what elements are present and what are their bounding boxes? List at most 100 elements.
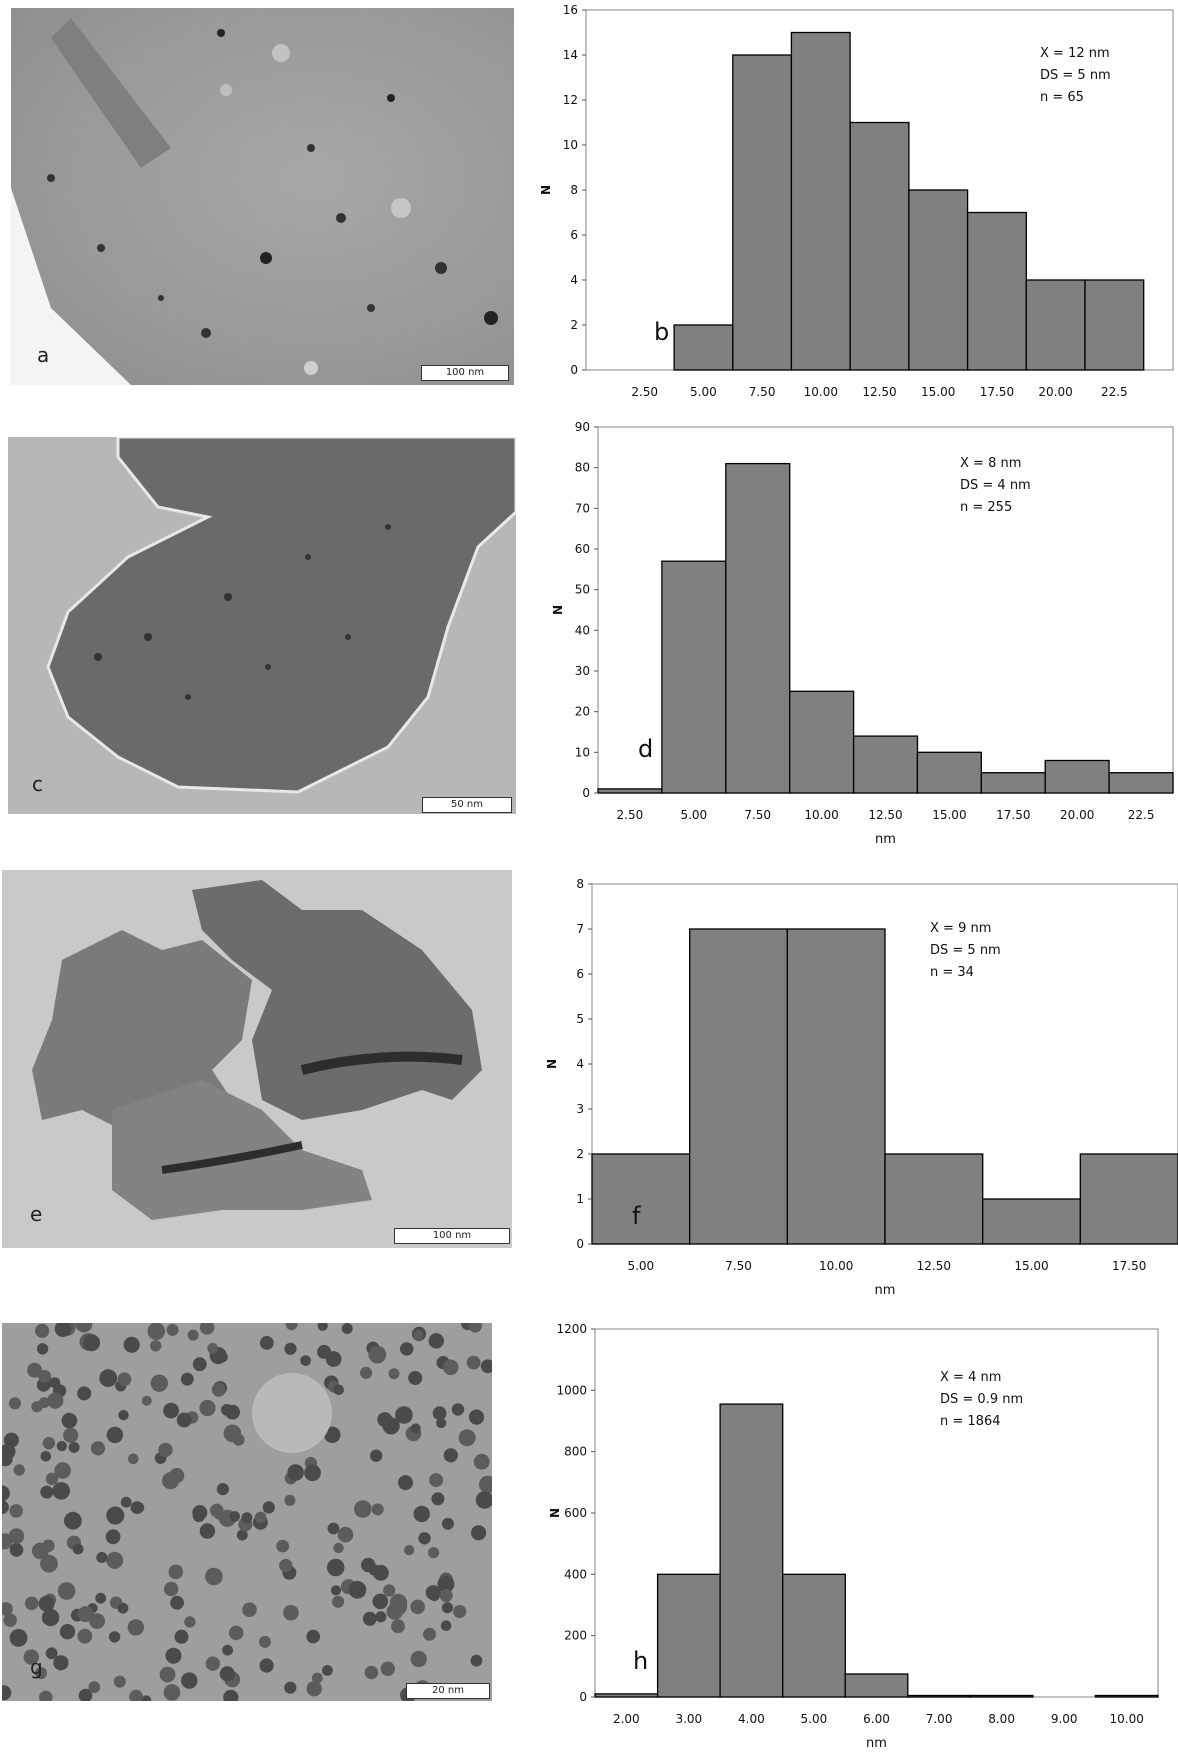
x-axis-label: nm <box>875 832 896 847</box>
tem-image-c-particles <box>46 437 516 794</box>
stats-annotation: X = 4 nm <box>940 1370 1001 1385</box>
y-tick-label: 6 <box>576 967 584 981</box>
x-tick-label: 5.00 <box>627 1259 654 1273</box>
y-tick-label: 10 <box>575 745 590 759</box>
histogram-bar <box>884 1153 984 1245</box>
y-tick-label: 1 <box>576 1192 584 1206</box>
panel-letter-e: e <box>30 1202 43 1226</box>
y-tick-label: 0 <box>576 1237 584 1251</box>
histogram-bar <box>916 751 982 794</box>
x-tick-label: 3.00 <box>675 1712 702 1726</box>
x-tick-label: 17.50 <box>980 385 1014 399</box>
y-axis-label: N <box>539 185 553 195</box>
histogram-bar <box>689 928 789 1245</box>
scale-bar-e: 100 nm <box>394 1228 510 1244</box>
stats-annotation: DS = 4 nm <box>960 478 1031 493</box>
y-tick-label: 8 <box>570 183 578 197</box>
x-tick-label: 12.50 <box>862 385 896 399</box>
y-tick-label: 4 <box>570 273 578 287</box>
tem-image-g-particles <box>2 1323 492 1701</box>
x-tick-label: 22.5 <box>1101 385 1128 399</box>
y-tick-label: 30 <box>575 664 590 678</box>
y-axis-label: N <box>545 1059 559 1069</box>
x-tick-label: 15.00 <box>932 808 966 822</box>
panel-letter-b: b <box>654 318 669 346</box>
tem-image-a: a 100 nm <box>11 8 514 385</box>
histogram-bar <box>966 211 1027 371</box>
histogram-bar <box>673 324 734 371</box>
y-tick-label: 0 <box>570 363 578 377</box>
histogram-bar <box>908 189 969 371</box>
x-tick-label: 2.00 <box>613 1712 640 1726</box>
stats-annotation: n = 34 <box>930 965 974 980</box>
x-axis-label: nm <box>875 1283 896 1298</box>
y-tick-label: 1200 <box>556 1322 587 1336</box>
y-tick-label: 20 <box>575 705 590 719</box>
x-tick-label: 10.00 <box>819 1259 853 1273</box>
histogram-b: 0 2 4 6 8 10 12 14 16 2.50 5.00 7.50 10.00 12.50 15.00… <box>539 3 1174 399</box>
histogram-bar <box>1079 1153 1178 1245</box>
x-tick-label: 8.00 <box>988 1712 1015 1726</box>
panel-letter-c: c <box>32 772 43 796</box>
histogram-d: 0 10 20 30 40 50 60 70 80 90 2.50 5.00 7.50 10.00 12.5… <box>551 420 1174 847</box>
stats-annotation: X = 8 nm <box>960 456 1021 471</box>
histogram-bar <box>1025 279 1086 371</box>
histogram-bar <box>782 1573 846 1698</box>
y-tick-label: 16 <box>563 3 578 17</box>
histogram-bar <box>852 735 919 794</box>
x-tick-label: 5.00 <box>680 808 707 822</box>
histogram-bar <box>591 1153 691 1245</box>
y-tick-label: 40 <box>575 623 590 637</box>
y-tick-label: 50 <box>575 583 590 597</box>
y-tick-label: 12 <box>563 93 578 107</box>
y-tick-label: 200 <box>564 1629 587 1643</box>
y-tick-label: 70 <box>575 501 590 515</box>
stats-annotation: n = 65 <box>1040 90 1084 105</box>
x-tick-label: 17.50 <box>1112 1259 1146 1273</box>
stats-annotation: DS = 5 nm <box>930 943 1001 958</box>
y-tick-label: 5 <box>576 1012 584 1026</box>
tem-image-g: g 20 nm <box>2 1323 492 1701</box>
tem-image-e: e 100 nm <box>2 870 512 1248</box>
y-axis-label: N <box>548 1508 562 1518</box>
histogram-bar <box>725 462 791 794</box>
x-tick-label: 2.50 <box>631 385 658 399</box>
histogram-bar <box>594 1693 659 1698</box>
histogram-h: 0 200 400 600 800 1000 1200 2.00 3.00 4.00 5.00 6.0… <box>548 1322 1159 1751</box>
histogram-bar <box>969 1694 1034 1698</box>
histogram-bar <box>1094 1694 1159 1698</box>
x-tick-label: 10.00 <box>804 808 838 822</box>
y-tick-label: 600 <box>564 1506 587 1520</box>
histogram-bar <box>789 690 855 794</box>
y-tick-label: 4 <box>576 1057 584 1071</box>
panel-letter-f: f <box>632 1202 641 1230</box>
x-tick-label: 12.50 <box>868 808 902 822</box>
scale-bar-c: 50 nm <box>422 797 512 813</box>
x-tick-label: 15.00 <box>1014 1259 1048 1273</box>
x-tick-label: 17.50 <box>996 808 1030 822</box>
x-tick-label: 22.5 <box>1128 808 1155 822</box>
y-tick-label: 2 <box>576 1147 584 1161</box>
tem-image-e-particles <box>32 880 482 1220</box>
panel-letter-g: g <box>30 1655 43 1679</box>
x-tick-label: 12.50 <box>917 1259 951 1273</box>
tem-image-c: c 50 nm <box>8 437 516 814</box>
panel-letter-h: h <box>633 1647 648 1675</box>
y-tick-label: 8 <box>576 877 584 891</box>
panel-letter-a: a <box>37 343 50 367</box>
x-tick-label: 20.00 <box>1038 385 1072 399</box>
histogram-bar <box>790 31 851 371</box>
histogram-bar <box>732 54 793 371</box>
y-tick-label: 800 <box>564 1445 587 1459</box>
y-tick-label: 2 <box>570 318 578 332</box>
x-tick-label: 10.00 <box>804 385 838 399</box>
x-tick-label: 20.00 <box>1060 808 1094 822</box>
y-tick-label: 3 <box>576 1102 584 1116</box>
histogram-bar <box>907 1694 972 1698</box>
histogram-bar <box>849 121 910 371</box>
histogram-bar <box>982 1198 1082 1245</box>
histogram-bar <box>1084 279 1145 371</box>
panel-letter-d: d <box>638 735 653 763</box>
x-tick-label: 7.50 <box>749 385 776 399</box>
stats-annotation: DS = 5 nm <box>1040 68 1111 83</box>
